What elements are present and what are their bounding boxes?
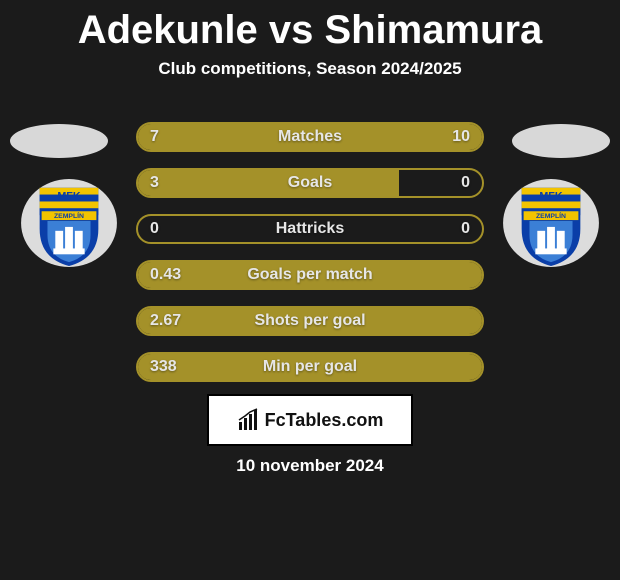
- stat-label: Goals per match: [138, 262, 482, 288]
- club-badge-left: MFK ZEMPLÍN: [20, 178, 118, 268]
- stat-value-left: 7: [150, 124, 159, 150]
- svg-text:ZEMPLÍN: ZEMPLÍN: [536, 211, 566, 220]
- stat-row: Hattricks0 0: [136, 214, 484, 244]
- svg-text:MFK: MFK: [539, 191, 563, 203]
- stat-label: Min per goal: [138, 354, 482, 380]
- badge-top-text: MFK: [57, 191, 81, 203]
- stat-value-left: 338: [150, 354, 177, 380]
- brand-logo-box: FcTables.com: [207, 394, 413, 446]
- player-right-placeholder: [512, 124, 610, 158]
- stat-row: Min per goal338: [136, 352, 484, 382]
- stat-value-left: 0: [150, 216, 159, 242]
- stats-container: Matches710Goals30Hattricks00Goals per ma…: [136, 122, 484, 398]
- stat-value-right: 0: [461, 170, 470, 196]
- player-left-placeholder: [10, 124, 108, 158]
- stat-label: Goals: [138, 170, 482, 196]
- stat-value-right: 10: [452, 124, 470, 150]
- stat-value-left: 2.67: [150, 308, 181, 334]
- stat-value-left: 3: [150, 170, 159, 196]
- stat-label: Shots per goal: [138, 308, 482, 334]
- stat-row: Goals per match0.43: [136, 260, 484, 290]
- stat-value-left: 0.43: [150, 262, 181, 288]
- stat-value-right: 0: [461, 216, 470, 242]
- badge-mid-text: ZEMPLÍN: [54, 211, 84, 220]
- stat-label: Hattricks: [138, 216, 482, 242]
- date-text: 10 november 2024: [0, 456, 620, 476]
- subtitle: Club competitions, Season 2024/2025: [0, 59, 620, 79]
- stat-row: Matches7 10: [136, 122, 484, 152]
- stat-row: Goals3 0: [136, 168, 484, 198]
- chart-icon: [237, 408, 261, 432]
- page-title: Adekunle vs Shimamura: [0, 0, 620, 53]
- stat-row: Shots per goal2.67: [136, 306, 484, 336]
- brand-text: FcTables.com: [265, 410, 384, 431]
- club-badge-right: MFK ZEMPLÍN: [502, 178, 600, 268]
- stat-label: Matches: [138, 124, 482, 150]
